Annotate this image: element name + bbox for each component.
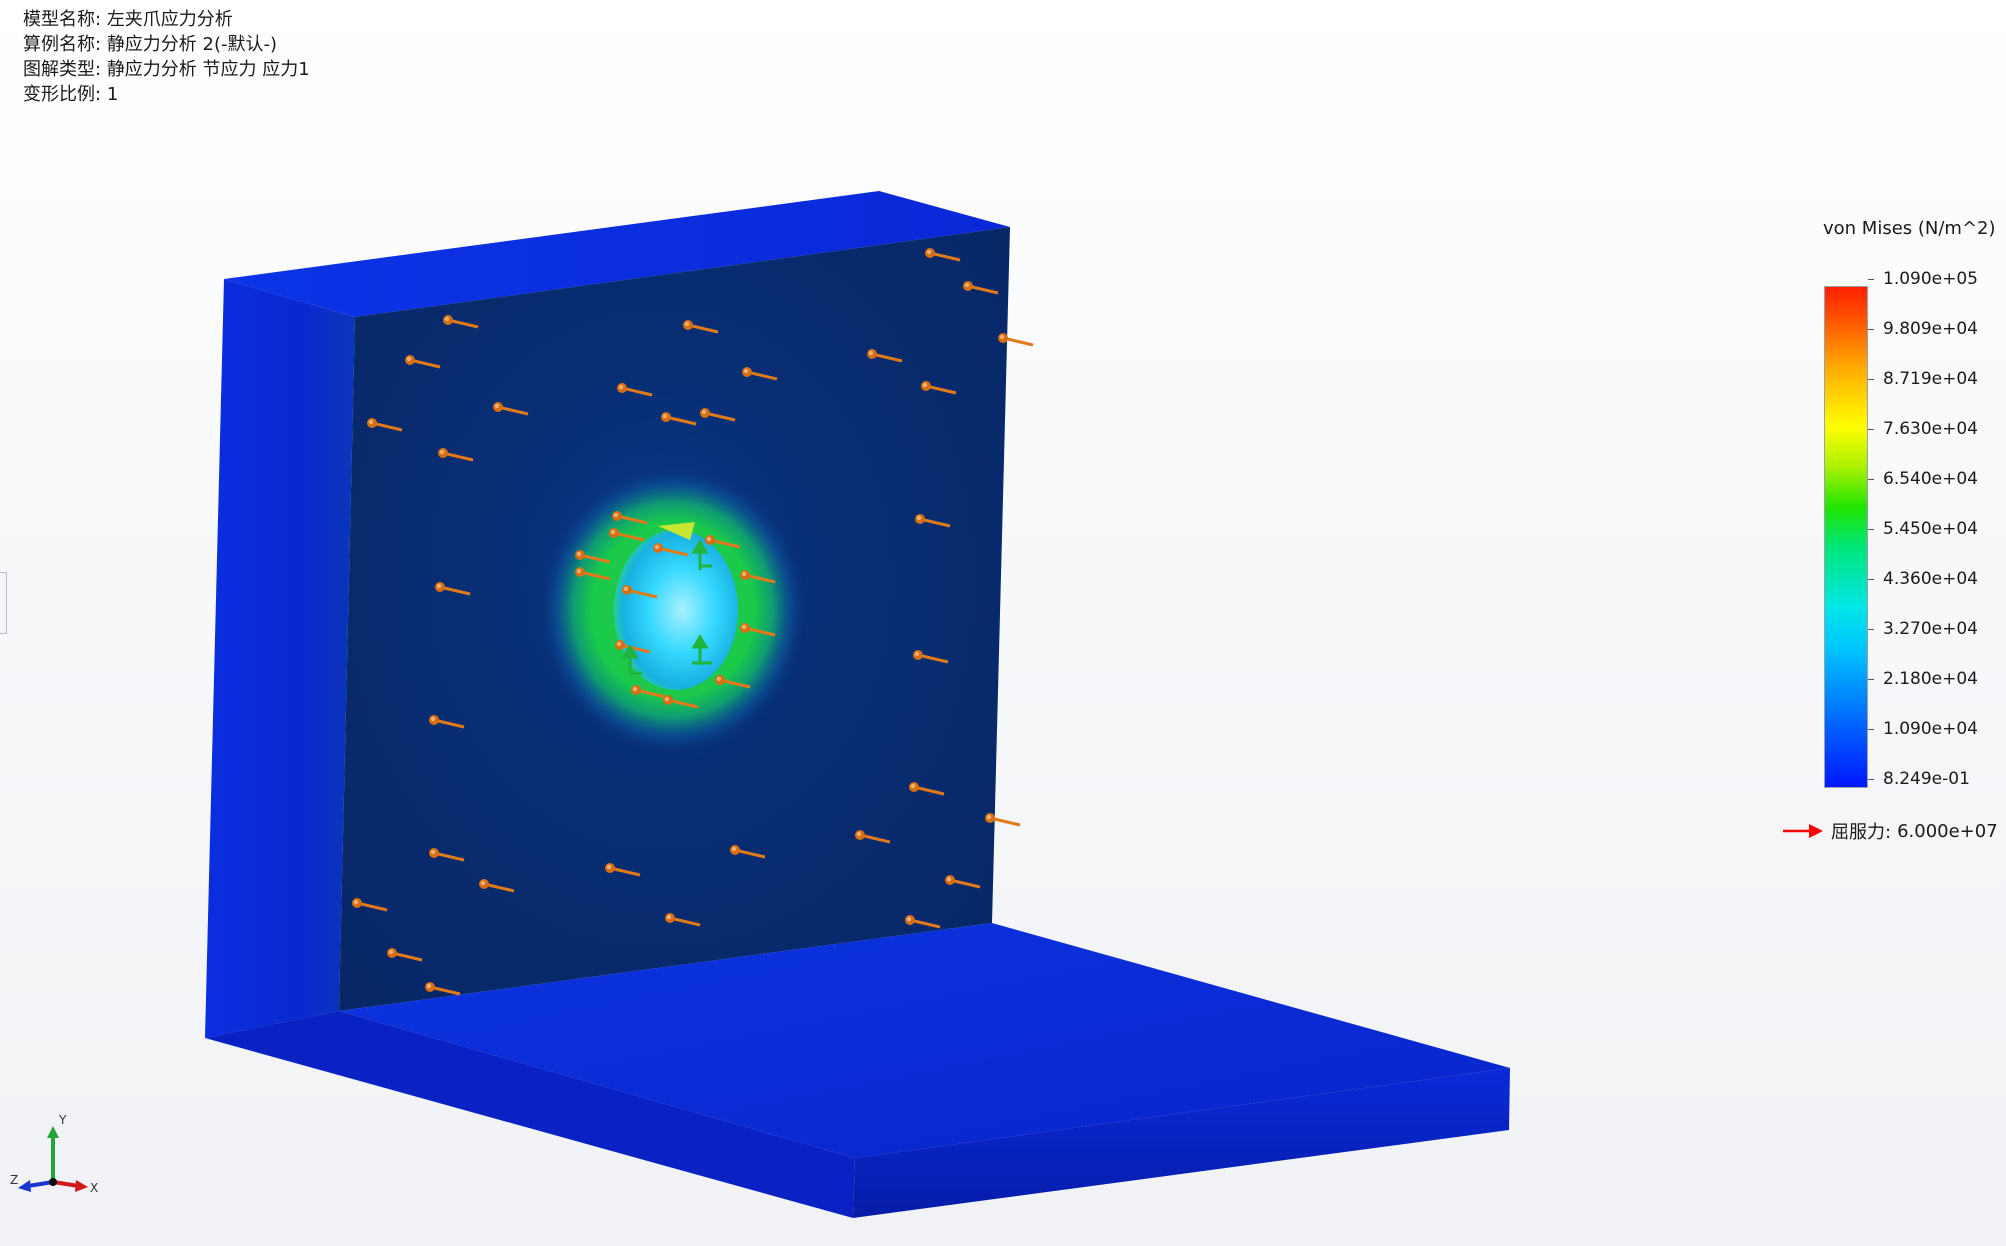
deformation-scale-label: 变形比例: xyxy=(23,84,102,105)
legend-tick xyxy=(1868,579,1874,580)
deformation-scale-row: 变形比例: 1 xyxy=(23,82,310,107)
yield-strength: 屈服力: 6.000e+07 xyxy=(1783,818,1998,844)
model-name-row: 模型名称: 左夹爪应力分析 xyxy=(23,7,310,32)
legend-tick-label: 8.719e+04 xyxy=(1883,369,1979,389)
top-edge-face xyxy=(224,191,1010,317)
fixture-arrow-icon xyxy=(621,644,642,675)
x-arrow-icon xyxy=(75,1180,88,1192)
plot-type-row: 图解类型: 静应力分析 节应力 应力1 xyxy=(23,57,310,82)
yield-value: 6.000e+07 xyxy=(1897,820,1998,842)
study-info: 模型名称: 左夹爪应力分析 算例名称: 静应力分析 2(-默认-) 图解类型: … xyxy=(23,7,310,107)
base-top-face xyxy=(339,923,1510,1158)
fixture-arrow-icons xyxy=(621,539,712,675)
model-name-label: 模型名称: xyxy=(23,9,102,30)
plot-type-value: 静应力分析 节应力 应力1 xyxy=(106,59,310,80)
legend-tick xyxy=(1868,729,1874,730)
legend-tick-label: 9.809e+04 xyxy=(1883,319,1979,339)
study-name-row: 算例名称: 静应力分析 2(-默认-) xyxy=(23,32,310,57)
legend-tick-label: 8.249e-01 xyxy=(1883,769,1970,789)
legend-tick-label: 5.450e+04 xyxy=(1883,519,1979,539)
base-left-face xyxy=(205,1011,855,1218)
legend-tick xyxy=(1868,379,1874,380)
y-axis-label: Y xyxy=(58,1113,67,1127)
legend-tick-label: 2.180e+04 xyxy=(1883,669,1979,689)
left-side-face xyxy=(205,279,355,1038)
triad-origin xyxy=(49,1178,57,1186)
study-name-label: 算例名称: xyxy=(23,34,102,55)
legend-title: von Mises (N/m^2) xyxy=(1823,218,1996,239)
y-arrow-icon xyxy=(47,1126,59,1138)
study-name-value: 静应力分析 2(-默认-) xyxy=(106,34,278,55)
legend-tick-label: 6.540e+04 xyxy=(1883,469,1979,489)
hole-hotspot xyxy=(658,522,695,540)
legend-tick xyxy=(1868,329,1874,330)
yield-arrow-icon xyxy=(1783,824,1823,838)
legend-tick-label: 1.090e+04 xyxy=(1883,719,1979,739)
legend-tick xyxy=(1868,479,1874,480)
legend-tick xyxy=(1868,279,1874,280)
legend-tick-label: 7.630e+04 xyxy=(1883,419,1979,439)
legend-tick xyxy=(1868,429,1874,430)
z-axis xyxy=(27,1180,54,1188)
legend-tick-label: 1.090e+05 xyxy=(1883,269,1979,289)
fixture-arrow-icon xyxy=(691,634,712,665)
deformation-scale-value: 1 xyxy=(106,84,119,105)
z-axis-label: Z xyxy=(10,1173,18,1187)
legend-tick xyxy=(1868,629,1874,630)
legend-tick xyxy=(1868,779,1874,780)
yield-label: 屈服力: xyxy=(1831,822,1892,843)
hole-bore xyxy=(614,530,738,690)
legend-color-bar xyxy=(1824,286,1868,788)
legend-tick xyxy=(1868,529,1874,530)
panel-collapse-tab[interactable] xyxy=(0,572,7,634)
plot-type-label: 图解类型: xyxy=(23,59,102,80)
z-arrow-icon xyxy=(18,1180,31,1192)
legend-tick-label: 4.360e+04 xyxy=(1883,569,1979,589)
legend-tick-label: 3.270e+04 xyxy=(1883,619,1979,639)
reference-triad[interactable]: Y X Z xyxy=(8,1110,98,1200)
legend-tick xyxy=(1868,679,1874,680)
model-name-value: 左夹爪应力分析 xyxy=(106,9,233,30)
fixture-arrow-icon xyxy=(691,539,712,570)
x-axis xyxy=(52,1180,80,1188)
base-front-face xyxy=(853,1068,1510,1218)
x-axis-label: X xyxy=(90,1181,98,1195)
